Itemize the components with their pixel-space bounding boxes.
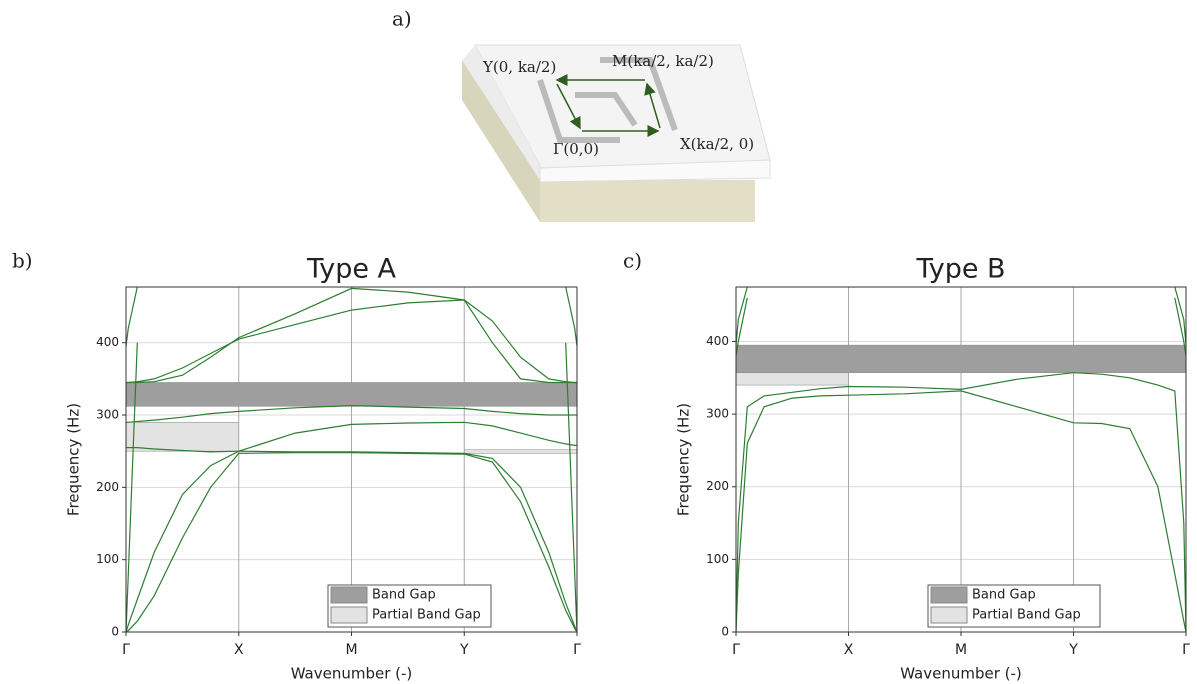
x-tick-label: Γ — [573, 642, 581, 658]
figure: a) Y(0, ka/2) M(ka/2, ka/2) Γ(0,0) X(ka/… — [0, 0, 1197, 684]
panel-label: b) — [12, 249, 33, 273]
x-tick-label: X — [844, 642, 854, 658]
gap-band — [464, 450, 577, 454]
y-tick-label: 300 — [706, 407, 729, 421]
point-label: Y(0, ka/2) — [482, 58, 556, 76]
x-tick-label: Γ — [1182, 642, 1190, 658]
chart: c) Type B Wavenumber (-) Frequency (Hz) 0 100… — [623, 249, 1190, 683]
y-tick-label: 100 — [96, 552, 119, 566]
legend: Band Gap Partial Band Gap — [328, 585, 491, 627]
y-tick-label: 400 — [96, 335, 119, 349]
panel-label: c) — [623, 249, 642, 273]
chart-title: Type B — [915, 254, 1005, 285]
legend-swatch — [931, 587, 967, 603]
y-tick-label: 0 — [111, 625, 119, 639]
x-tick-label: Γ — [732, 642, 740, 658]
legend-label: Band Gap — [372, 588, 436, 603]
panel-label: a) — [392, 7, 412, 31]
point-label: X(ka/2, 0) — [680, 135, 754, 153]
y-tick-label: 0 — [721, 625, 729, 639]
x-axis-label: Wavenumber (-) — [291, 665, 413, 683]
y-tick-label: 400 — [706, 334, 729, 348]
legend-label: Partial Band Gap — [972, 608, 1081, 623]
y-tick-label: 200 — [96, 480, 119, 494]
x-tick-label: Y — [459, 642, 469, 658]
gap-band — [736, 373, 849, 385]
gap-band — [126, 382, 577, 406]
point-label: M(ka/2, ka/2) — [612, 52, 714, 70]
x-tick-label: Y — [1068, 642, 1078, 658]
legend: Band Gap Partial Band Gap — [928, 585, 1100, 627]
y-tick-label: 200 — [706, 479, 729, 493]
y-axis-label: Frequency (Hz) — [65, 403, 83, 516]
chart-title: Type A — [306, 254, 397, 285]
x-tick-label: Γ — [122, 642, 130, 658]
x-tick-label: M — [955, 642, 967, 658]
legend-swatch — [331, 587, 367, 603]
y-tick-label: 100 — [706, 552, 729, 566]
y-tick-label: 300 — [96, 408, 119, 422]
legend-label: Partial Band Gap — [372, 608, 481, 623]
point-label: Γ(0,0) — [553, 140, 599, 158]
legend-swatch — [331, 607, 367, 623]
y-axis-label: Frequency (Hz) — [675, 403, 693, 516]
gap-band — [126, 422, 239, 451]
legend-swatch — [931, 607, 967, 623]
gap-band — [736, 345, 1186, 373]
x-axis-label: Wavenumber (-) — [900, 665, 1022, 683]
x-tick-label: X — [234, 642, 244, 658]
chart: b) Type A Wavenumber (-) Frequency (Hz) 0 100… — [12, 249, 581, 683]
x-tick-label: M — [345, 642, 357, 658]
legend-label: Band Gap — [972, 588, 1036, 603]
